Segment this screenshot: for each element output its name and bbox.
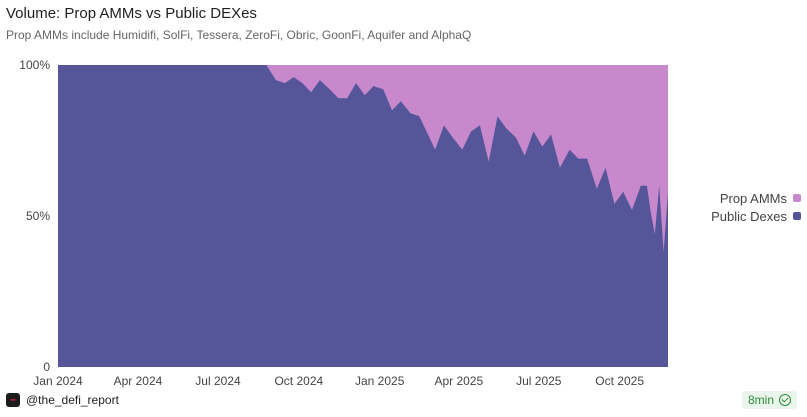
legend-item-prop-amms[interactable]: Prop AMMs <box>711 189 801 207</box>
check-circle-icon <box>779 394 791 406</box>
legend-item-public-dexes[interactable]: Public Dexes <box>711 207 801 225</box>
x-tick-label: Apr 2024 <box>114 374 163 388</box>
legend-label-prop-amms: Prop AMMs <box>719 190 787 206</box>
author-credit[interactable]: ▪▪ @the_defi_report <box>6 393 119 407</box>
area-public-dexes[interactable] <box>58 65 668 367</box>
legend-label-public-dexes: Public Dexes <box>711 208 787 224</box>
chart-subtitle: Prop AMMs include Humidifi, SolFi, Tesse… <box>6 28 472 42</box>
refresh-time: 8min <box>747 393 774 407</box>
avatar: ▪▪ <box>6 393 20 407</box>
x-tick-label: Jul 2025 <box>516 374 562 388</box>
y-tick-label: 50% <box>26 209 50 223</box>
y-tick-label: 100% <box>19 58 50 72</box>
refresh-badge[interactable]: 8min <box>741 391 797 409</box>
author-handle[interactable]: @the_defi_report <box>26 393 119 407</box>
x-tick-label: Jan 2025 <box>355 374 405 388</box>
x-tick-label: Jul 2024 <box>195 374 241 388</box>
x-tick-label: Oct 2025 <box>595 374 644 388</box>
y-tick-label: 0 <box>43 360 50 374</box>
legend-swatch-public-dexes <box>793 212 801 220</box>
legend-swatch-prop-amms <box>793 194 801 202</box>
x-tick-label: Apr 2025 <box>434 374 483 388</box>
chart-title: Volume: Prop AMMs vs Public DEXes <box>6 5 257 22</box>
x-tick-label: Oct 2024 <box>274 374 323 388</box>
x-tick-label: Jan 2024 <box>33 374 83 388</box>
legend: Prop AMMs Public Dexes <box>711 189 801 225</box>
